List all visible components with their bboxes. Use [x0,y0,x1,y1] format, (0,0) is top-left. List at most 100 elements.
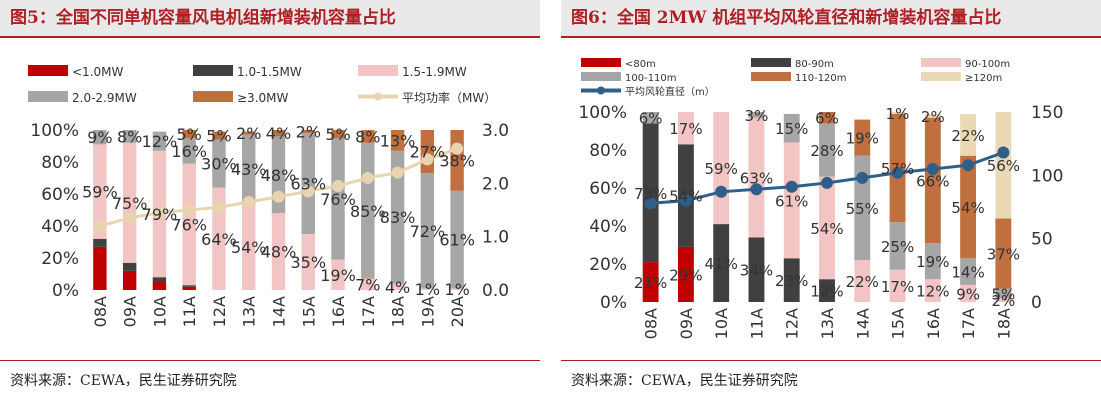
data-label: 64% [201,230,237,249]
data-label: 29% [669,266,702,284]
average-point [302,185,315,198]
data-label: 72% [410,222,446,241]
data-label: 55% [846,200,879,218]
data-label: 83% [380,208,416,227]
x-axis-tick: 11A [180,296,199,327]
bar-segment [995,112,1012,219]
data-label: 37% [987,246,1020,264]
average-point [183,204,196,216]
data-label: 25% [881,238,914,256]
legend-label: ≥3.0MW [237,91,288,105]
chart-area: <1.0MW 1.0-1.5MW 1.5-1.9MW 2.0-2.9MW ≥3.0MW 平… [0,40,540,362]
bar-segment [182,163,196,286]
bar-segment [960,258,977,285]
legend-swatch [581,72,621,81]
x-axis-tick: 18A [994,308,1013,339]
data-label: 2% [921,108,945,126]
bar-segment [122,142,137,263]
bar-segment [889,269,906,302]
bar-segment [242,134,256,204]
average-point [962,159,975,172]
legend-marker [374,92,382,101]
y-axis-left-tick: 100% [30,121,79,141]
bar-segment [182,286,196,290]
x-axis-tick: 14A [853,308,872,339]
average-point [361,172,374,184]
bar-segment [748,117,765,238]
chart-title: 图6：全国 2MW 机组平均风轮直径和新增装机容量占比 [561,0,1101,36]
bar-segment [819,123,835,177]
legend-swatch [358,65,398,76]
average-point [123,212,136,224]
average-point [153,206,166,219]
legend-label: ≥120m [965,73,1002,84]
data-label: 16% [171,142,207,161]
average-point [332,180,345,192]
average-point [391,166,404,179]
x-axis-tick: 13A [240,296,259,327]
source-note: 资料来源：CEWA，民生证券研究院 [571,373,798,389]
x-axis-tick: 20A [448,296,467,327]
x-axis-tick: 12A [210,296,229,327]
bar-segment [783,258,800,302]
data-label: 35% [290,253,326,272]
bar-segment [420,288,435,290]
bar-segment [783,113,800,143]
bar-segment [93,246,107,290]
bar-segment [331,130,345,138]
x-axis-tick: 10A [150,296,169,327]
bar-segment [361,130,375,143]
data-label: 6% [815,110,839,128]
data-label: 3% [745,107,769,125]
data-label: 14% [951,264,984,282]
data-label: 5% [206,127,231,146]
bar-segment [889,222,906,270]
legend-label: 100-110m [625,73,677,84]
data-label: 1% [444,280,469,299]
bar-segment [924,243,941,280]
data-label: 59% [82,183,118,202]
data-label: 57% [881,160,914,178]
legend-swatch [193,65,233,76]
bar-segment [450,288,464,290]
bar-segment [182,138,196,164]
data-label: 2% [296,123,321,142]
bar-segment [677,112,694,145]
bar-segment [420,173,435,289]
title-rule [0,36,540,38]
average-point [750,183,763,196]
data-label: 2% [991,292,1015,310]
data-label: 15% [775,120,808,138]
x-axis-tick: 12A [783,308,802,339]
bar-segment [271,213,286,290]
left-panel: 图5：全国不同单机容量风电机组新增装机容量占比 <1.0MW 1.0-1.5MW 1… [0,0,540,411]
average-point [891,166,904,179]
bar-segment [152,282,167,290]
y-axis-left-tick: 80% [41,153,79,173]
bar-segment [212,131,226,140]
title-rule [561,36,1101,38]
legend-label: 2.0-2.9MW [72,91,137,105]
bar-segment [854,260,871,302]
y-axis-right-tick: 100 [1031,166,1063,186]
average-point [715,185,728,198]
bar-segment [819,112,835,124]
bar-segment [995,298,1012,302]
data-label: 2% [236,124,261,143]
x-axis-tick: 08A [91,296,110,327]
data-label: 9% [956,285,980,303]
source-rule [0,360,540,361]
data-label: 1% [886,105,910,123]
average-point [679,194,692,207]
legend-swatch [921,58,961,67]
data-label: 59% [705,160,738,178]
data-label: 4% [385,278,410,297]
data-label: 12% [142,132,178,151]
legend-swatch [751,58,791,67]
data-label: 8% [355,127,380,146]
data-label: 76% [320,190,356,209]
average-point [856,171,869,184]
bar-segment [390,283,405,290]
data-label: 75% [112,194,148,213]
data-label: 73% [634,185,667,203]
